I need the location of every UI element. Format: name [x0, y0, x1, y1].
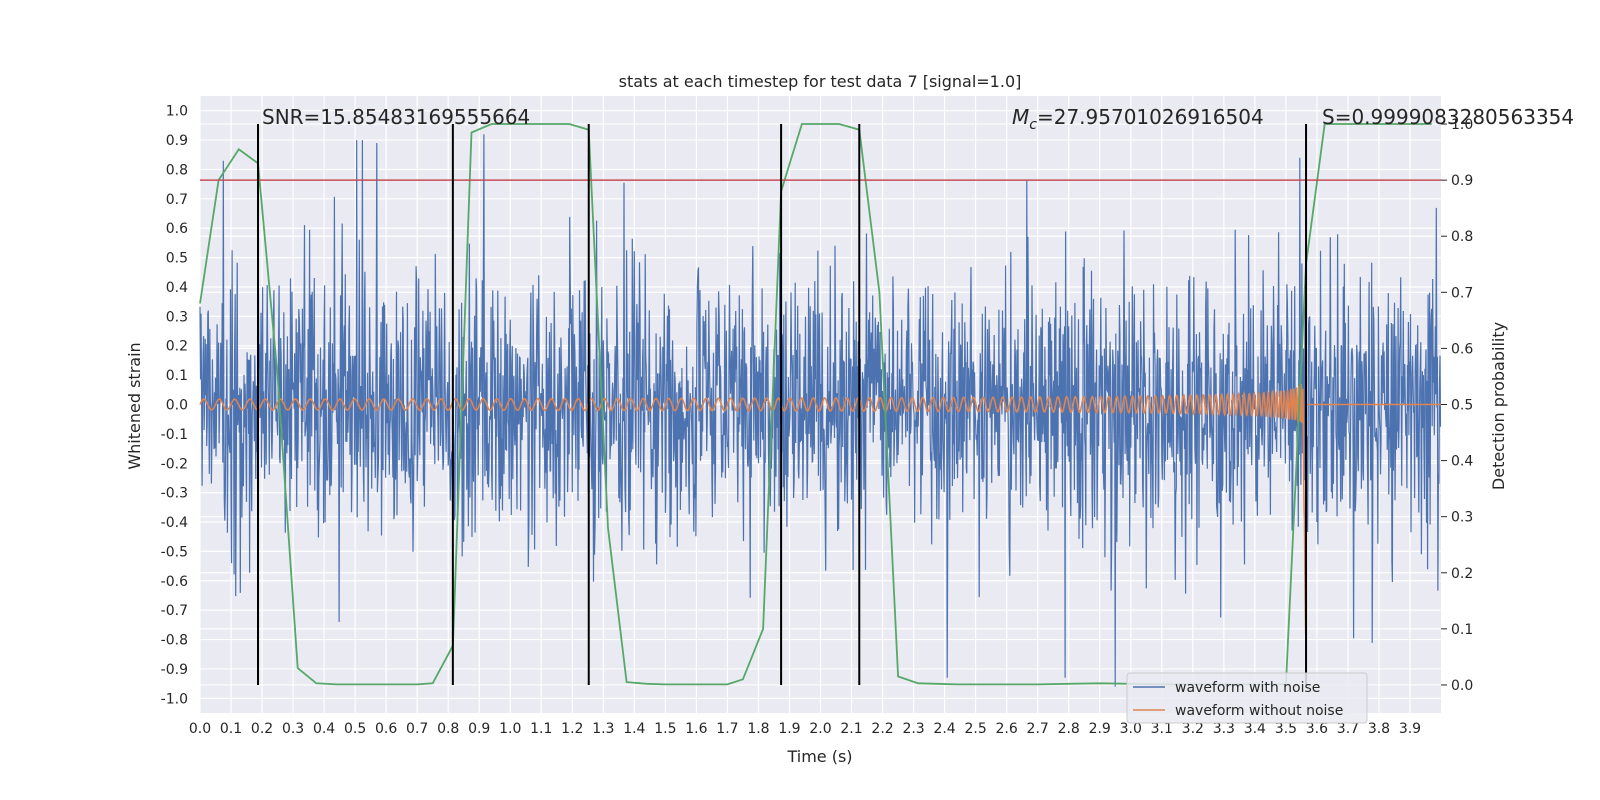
x-tick-label: 2.6	[996, 721, 1018, 737]
event-lines	[257, 124, 1308, 685]
y2-axis-label: Detection probability	[1489, 322, 1508, 490]
x-tick-label: 2.0	[809, 721, 831, 737]
x-tick-label: 3.0	[1120, 721, 1142, 737]
x-tick-label: 0.4	[313, 721, 335, 737]
x-tick-label: 2.9	[1089, 721, 1111, 737]
y2-tick-label: 0.2	[1451, 566, 1473, 582]
legend-label-clean: waveform without noise	[1175, 703, 1343, 719]
x-tick-label: 0.1	[220, 721, 242, 737]
y-tick-label: 0.6	[166, 221, 188, 237]
y2-tick-label: 0.8	[1451, 229, 1473, 245]
x-tick-label: 0.2	[251, 721, 273, 737]
x-tick-label: 1.0	[499, 721, 521, 737]
y-tick-label: -0.5	[161, 544, 188, 560]
x-tick-label: 3.2	[1182, 721, 1204, 737]
y2-tick-label: 0.0	[1451, 678, 1473, 694]
y-axis-label: Whitened strain	[125, 342, 144, 469]
y2-tick-labels: 1.0 0.9 0.8 0.7 0.6 0.5 0.4 0.3 0.2 0.1 0.0	[1441, 117, 1473, 694]
x-tick-label: 2.7	[1027, 721, 1049, 737]
x-tick-label: 0.5	[344, 721, 366, 737]
series-waveform-with-noise	[199, 134, 1442, 687]
y2-tick-label: 1.0	[1451, 117, 1473, 133]
x-tick-label: 2.5	[964, 721, 986, 737]
x-tick-label: 2.2	[871, 721, 893, 737]
x-tick-label: 0.8	[437, 721, 459, 737]
y-tick-label: -0.9	[161, 662, 188, 678]
y-tick-label: -0.8	[161, 633, 188, 649]
x-tick-label: 3.1	[1151, 721, 1173, 737]
series-waveform-without-noise	[199, 383, 1441, 634]
noise-waveform-path	[199, 134, 1442, 687]
y2-tick-label: 0.9	[1451, 173, 1473, 189]
x-tick-label: 3.3	[1213, 721, 1235, 737]
x-tick-label: 1.5	[654, 721, 676, 737]
y-tick-label: -0.3	[161, 486, 188, 502]
y2-tick-label: 0.4	[1451, 454, 1473, 470]
x-axis-label: Time (s)	[786, 747, 852, 766]
chirp-mass-value: =27.95701026916504	[1037, 105, 1264, 129]
y-tick-label: 0.7	[166, 192, 188, 208]
x-tick-label: 3.9	[1399, 721, 1421, 737]
x-tick-labels: 0.0 0.1 0.2 0.3 0.4 0.5 0.6 0.7 0.8 0.9 1.0 1.1 1.2 1…	[189, 721, 1421, 737]
y2-tick-label: 0.7	[1451, 285, 1473, 301]
snr-annotation: SNR=15.85483169555664	[262, 105, 530, 129]
x-tick-label: 1.3	[592, 721, 614, 737]
chart-title: stats at each timestep for test data 7 […	[619, 72, 1022, 91]
y-tick-label: -0.1	[161, 427, 188, 443]
y-tick-label: 0.1	[166, 368, 188, 384]
y-tick-label: -0.4	[161, 515, 188, 531]
x-tick-label: 1.8	[747, 721, 769, 737]
x-tick-label: 2.3	[902, 721, 924, 737]
x-tick-label: 3.7	[1337, 721, 1359, 737]
clean-waveform-path	[199, 383, 1441, 634]
legend-label-noise: waveform with noise	[1175, 680, 1320, 696]
y-tick-label: -1.0	[161, 691, 188, 707]
x-tick-label: 1.4	[623, 721, 645, 737]
x-tick-label: 1.2	[561, 721, 583, 737]
x-tick-label: 2.1	[840, 721, 862, 737]
x-tick-label: 0.7	[406, 721, 428, 737]
legend-box	[1126, 672, 1368, 724]
y-tick-label: 0.8	[166, 162, 188, 178]
y-tick-label: 0.5	[166, 251, 188, 267]
y-tick-label: 0.3	[166, 309, 188, 325]
x-tick-label: 3.4	[1244, 721, 1266, 737]
y-tick-label: 0.4	[166, 280, 188, 296]
y2-tick-label: 0.5	[1451, 398, 1473, 414]
y-tick-label: -0.2	[161, 456, 188, 472]
chirp-mass-symbol: M	[1012, 105, 1029, 129]
y-tick-labels: 1.0 0.9 0.8 0.7 0.6 0.5 0.4 0.3 0.2 0.1 0.0 -0.1 -0.…	[161, 104, 188, 708]
x-tick-label: 3.6	[1306, 721, 1328, 737]
x-tick-label: 0.0	[189, 721, 211, 737]
y-tick-label: -0.6	[161, 574, 188, 590]
x-tick-label: 0.9	[468, 721, 490, 737]
legend: waveform with noise waveform without noi…	[1126, 672, 1368, 724]
y-tick-label: -0.7	[161, 603, 188, 619]
x-tick-label: 1.7	[716, 721, 738, 737]
x-tick-label: 0.6	[375, 721, 397, 737]
x-tick-label: 2.4	[933, 721, 955, 737]
x-tick-label: 3.8	[1368, 721, 1390, 737]
y-tick-label: 1.0	[166, 104, 188, 120]
chirp-mass-subscript: c	[1029, 117, 1037, 133]
x-tick-label: 3.5	[1275, 721, 1297, 737]
x-tick-label: 1.9	[778, 721, 800, 737]
y2-tick-label: 0.1	[1451, 622, 1473, 638]
significance-annotation: S=0.9999083280563354	[1322, 105, 1574, 129]
y-tick-label: 0.9	[166, 133, 188, 149]
y-tick-label: 0.2	[166, 339, 188, 355]
x-tick-label: 2.8	[1058, 721, 1080, 737]
chirp-mass-annotation: Mc=27.95701026916504	[1012, 105, 1264, 133]
x-tick-label: 1.1	[530, 721, 552, 737]
y-tick-label: 0.0	[166, 398, 188, 414]
x-tick-label: 1.6	[685, 721, 707, 737]
y2-tick-label: 0.6	[1451, 341, 1473, 357]
y2-tick-label: 0.3	[1451, 510, 1473, 526]
x-tick-label: 0.3	[282, 721, 304, 737]
